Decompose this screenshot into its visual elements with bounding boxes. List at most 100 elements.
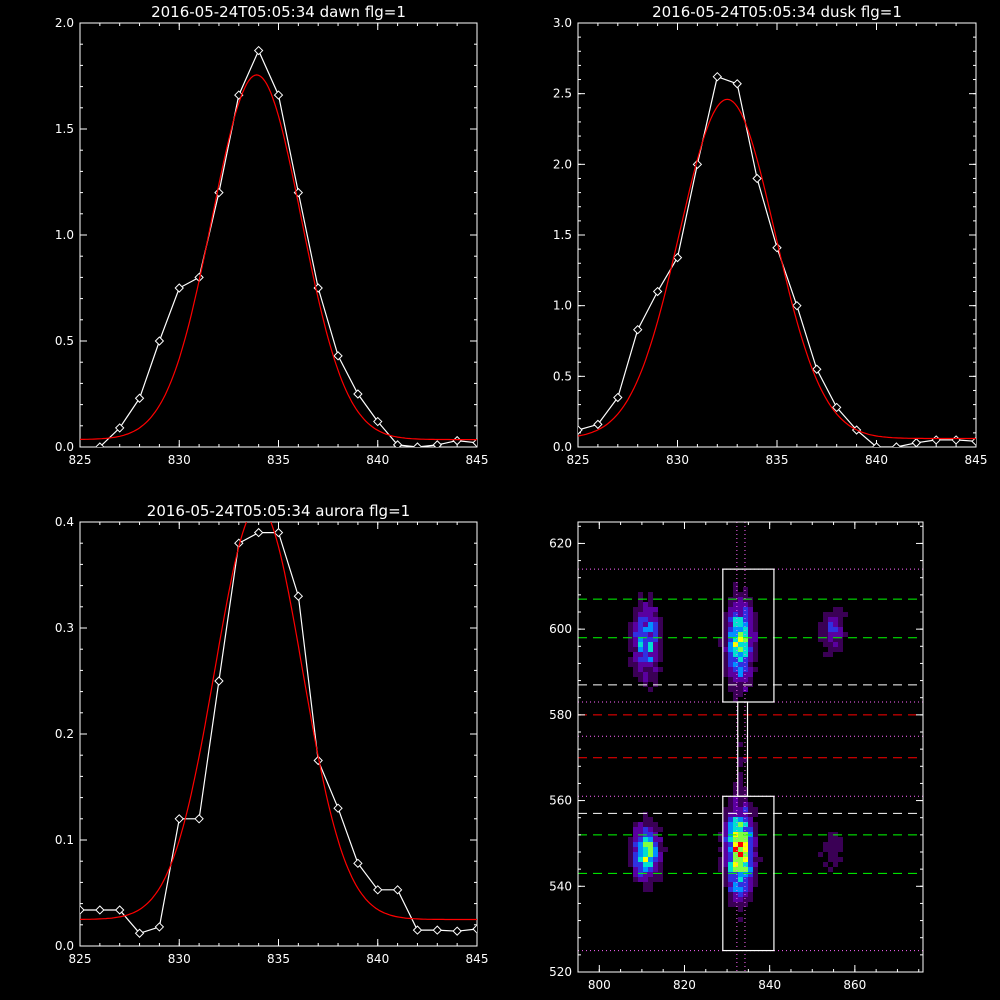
heatmap-cell <box>723 862 728 867</box>
heatmap-cell <box>833 642 838 647</box>
heatmap-cell <box>808 697 813 702</box>
heatmap-cell <box>653 657 658 662</box>
heatmap-cell <box>668 842 673 847</box>
heatmap-cell <box>753 602 758 607</box>
heatmap-cell <box>728 777 733 782</box>
heatmap-cell <box>733 677 738 682</box>
heatmap-cell <box>723 797 728 802</box>
heatmap-cell <box>638 727 643 732</box>
heatmap-cell <box>648 697 653 702</box>
heatmap-cell <box>753 902 758 907</box>
heatmap-cell <box>823 642 828 647</box>
heatmap-cell <box>808 707 813 712</box>
heatmap-cell <box>778 777 783 782</box>
heatmap-cell <box>593 857 598 862</box>
heatmap-cell <box>638 857 643 862</box>
heatmap-cell <box>743 882 748 887</box>
heatmap-cell <box>638 687 643 692</box>
heatmap-cell <box>913 662 918 667</box>
heatmap-cell <box>833 847 838 852</box>
heatmap-cell <box>598 842 603 847</box>
heatmap-cell <box>733 617 738 622</box>
heatmap-cell <box>818 867 823 872</box>
heatmap-cell <box>658 847 663 852</box>
heatmap-cell <box>633 692 638 697</box>
heatmap-cell <box>658 592 663 597</box>
heatmap-cell <box>663 852 668 857</box>
heatmap-cell <box>748 627 753 632</box>
heatmap-cell <box>763 872 768 877</box>
data-point <box>412 925 423 935</box>
heatmap-cell <box>753 542 758 547</box>
heatmap-cell <box>643 667 648 672</box>
heatmap-cell <box>733 807 738 812</box>
heatmap-cell <box>733 647 738 652</box>
heatmap-cell <box>713 882 718 887</box>
heatmap-cell <box>733 837 738 842</box>
heatmap-cell <box>838 952 843 957</box>
heatmap-cell <box>578 637 583 642</box>
data-point <box>313 755 323 766</box>
heatmap-cell <box>818 647 823 652</box>
heatmap-cell <box>648 747 653 752</box>
heatmap-cell <box>658 802 663 807</box>
data-point <box>95 905 105 915</box>
heatmap-cell <box>738 822 743 827</box>
heatmap-cell <box>878 812 883 817</box>
heatmap-cell <box>663 827 668 832</box>
heatmap-cell <box>743 847 748 852</box>
heatmap-cell <box>758 842 763 847</box>
heatmap-cell <box>753 592 758 597</box>
heatmap-cell <box>733 887 738 892</box>
heatmap-cell <box>728 652 733 657</box>
heatmap-cell <box>628 877 633 882</box>
heatmap-cell <box>643 612 648 617</box>
heatmap-cell <box>743 617 748 622</box>
heatmap-cell <box>753 802 758 807</box>
heatmap-cell <box>823 857 828 862</box>
heatmap-cell <box>753 847 758 852</box>
heatmap-cell <box>808 647 813 652</box>
heatmap-cell <box>728 907 733 912</box>
heatmap-cell <box>643 632 648 637</box>
heatmap-cell <box>638 887 643 892</box>
heatmap-cell <box>723 847 728 852</box>
heatmap-cell <box>633 812 638 817</box>
data-point <box>752 173 762 184</box>
heatmap-cell <box>878 567 883 572</box>
heatmap-cell <box>693 887 698 892</box>
heatmap-cell <box>638 882 643 887</box>
heatmap-cell <box>783 647 788 652</box>
heatmap-cell <box>623 662 628 667</box>
heatmap-cell <box>663 607 668 612</box>
y-tick-label: 2.0 <box>553 157 572 171</box>
x-tick-label: 835 <box>267 453 290 467</box>
heatmap-cell <box>708 907 713 912</box>
heatmap-cell <box>753 852 758 857</box>
observed-line <box>80 532 477 934</box>
heatmap-cell <box>778 697 783 702</box>
heatmap-cell <box>583 782 588 787</box>
heatmap-cell <box>643 602 648 607</box>
heatmap-cell <box>648 932 653 937</box>
data-point <box>253 45 264 56</box>
heatmap-cell <box>728 837 733 842</box>
heatmap-cell <box>638 807 643 812</box>
heatmap-cell <box>583 907 588 912</box>
heatmap-cell <box>873 567 878 572</box>
heatmap-cell <box>868 562 873 567</box>
heatmap-cell <box>698 587 703 592</box>
heatmap-cell <box>868 907 873 912</box>
heatmap-cell <box>748 677 753 682</box>
heatmap-cell <box>758 622 763 627</box>
heatmap-cell <box>623 842 628 847</box>
heatmap-cell <box>723 787 728 792</box>
heatmap-cell <box>758 872 763 877</box>
heatmap-cell <box>643 812 648 817</box>
y-tick-label: 520 <box>549 965 572 979</box>
heatmap-cell <box>728 792 733 797</box>
heatmap-cell <box>863 637 868 642</box>
x-tick-label: 800 <box>588 978 611 992</box>
heatmap-cell <box>733 792 738 797</box>
heatmap-cell <box>638 647 643 652</box>
